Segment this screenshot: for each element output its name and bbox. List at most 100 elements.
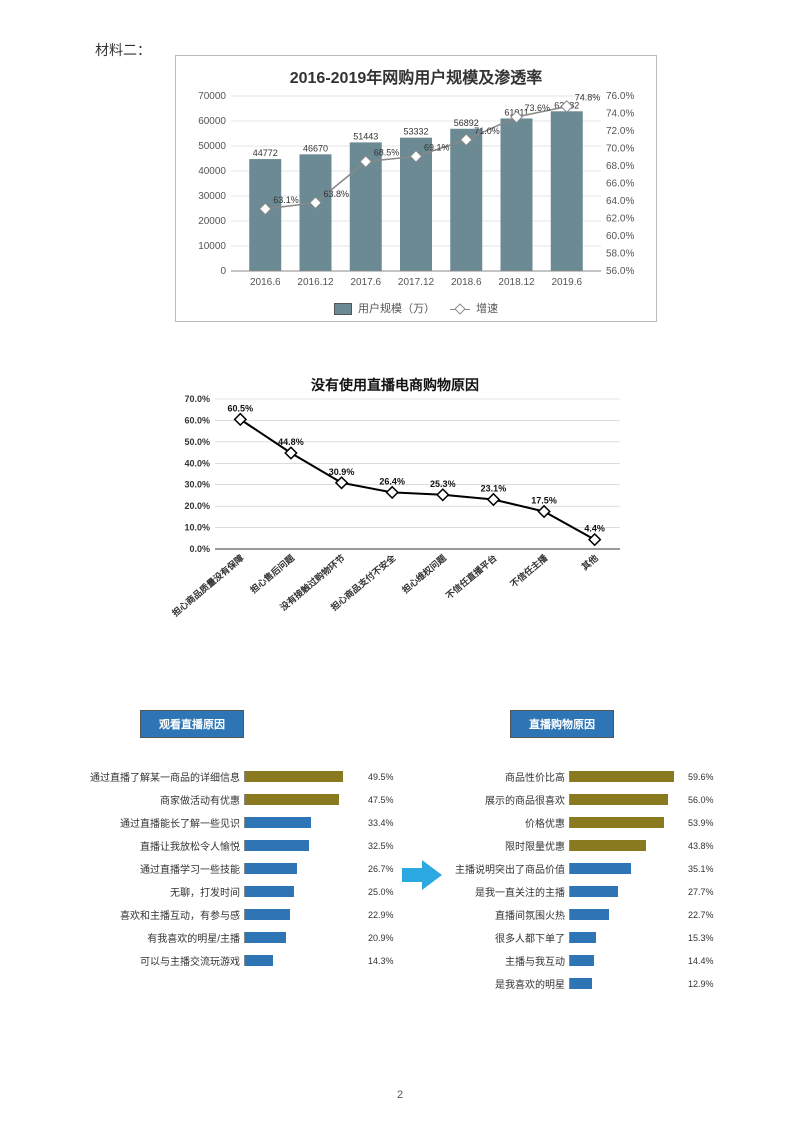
hbar-label: 可以与主播交流玩游戏	[90, 953, 244, 968]
svg-text:担心售后问题: 担心售后问题	[248, 551, 297, 595]
hbar-value: 35.1%	[684, 864, 714, 874]
svg-text:44.8%: 44.8%	[278, 437, 304, 447]
hbar-row: 主播说明突出了商品价值 35.1%	[455, 857, 714, 880]
hbar-value: 43.8%	[684, 841, 714, 851]
svg-text:4.4%: 4.4%	[584, 524, 605, 534]
svg-text:44772: 44772	[253, 148, 278, 158]
svg-text:70.0%: 70.0%	[606, 144, 634, 155]
svg-text:74.8%: 74.8%	[575, 93, 601, 103]
svg-text:50.0%: 50.0%	[184, 437, 210, 447]
hbar-label: 限时限量优惠	[455, 838, 569, 853]
chart3-container: 观看直播原因 直播购物原因 通过直播了解某一商品的详细信息49.5%商家做活动有…	[90, 710, 710, 1060]
hbar-label: 展示的商品很喜欢	[455, 792, 569, 807]
svg-text:10.0%: 10.0%	[184, 523, 210, 533]
hbar-row: 是我喜欢的明星 12.9%	[455, 972, 714, 995]
hbar-bar	[244, 794, 339, 805]
hbar-label: 通过直播能长了解一些见识	[90, 815, 244, 830]
hbar-bar	[569, 771, 674, 782]
hbar-value: 27.7%	[684, 887, 714, 897]
hbar-value: 15.3%	[684, 933, 714, 943]
hbar-row: 价格优惠 53.9%	[455, 811, 714, 834]
svg-text:66.0%: 66.0%	[606, 179, 634, 190]
hbar-row: 通过直播学习一些技能 26.7%	[90, 857, 394, 880]
svg-text:2019.6: 2019.6	[551, 277, 582, 288]
hbar-label: 直播让我放松令人愉悦	[90, 838, 244, 853]
hbar-row: 直播间氛围火热22.7%	[455, 903, 714, 926]
hbar-label: 喜欢和主播互动，有参与感	[90, 907, 244, 922]
hbar-row: 可以与主播交流玩游戏 14.3%	[90, 949, 394, 972]
hbar-label: 主播说明突出了商品价值	[455, 861, 569, 876]
svg-text:74.0%: 74.0%	[606, 109, 634, 120]
hbar-value: 47.5%	[364, 795, 394, 805]
hbar-row: 限时限量优惠 43.8%	[455, 834, 714, 857]
hbar-row: 很多人都下单了15.3%	[455, 926, 714, 949]
hbar-row: 无聊，打发时间25.0%	[90, 880, 394, 903]
svg-text:40000: 40000	[198, 166, 226, 177]
hbar-row: 通过直播能长了解一些见识 33.4%	[90, 811, 394, 834]
hbar-value: 14.4%	[684, 956, 714, 966]
chart3-right-bars: 商品性价比高59.6% 展示的商品很喜欢 56.0% 价格优惠 53.9% 限时限量优惠 4…	[455, 765, 714, 995]
chart1-legend-bar-label: 用户规模（万）	[358, 303, 435, 315]
svg-text:20000: 20000	[198, 216, 226, 227]
svg-text:30.0%: 30.0%	[184, 480, 210, 490]
material-header: 材料二：	[95, 40, 151, 60]
hbar-label: 通过直播学习一些技能	[90, 861, 244, 876]
hbar-bar	[244, 909, 290, 920]
hbar-label: 商品性价比高	[455, 769, 569, 784]
svg-text:68.5%: 68.5%	[374, 148, 400, 158]
svg-text:2017.6: 2017.6	[350, 277, 381, 288]
hbar-label: 主播与我互动	[455, 953, 569, 968]
hbar-label: 价格优惠	[455, 815, 569, 830]
svg-text:69.1%: 69.1%	[424, 142, 450, 152]
hbar-value: 33.4%	[364, 818, 394, 828]
svg-text:46670: 46670	[303, 143, 328, 153]
hbar-value: 20.9%	[364, 933, 394, 943]
hbar-value: 25.0%	[364, 887, 394, 897]
hbar-label: 通过直播了解某一商品的详细信息	[90, 769, 244, 784]
hbar-bar	[244, 932, 286, 943]
hbar-row: 商家做活动有优惠47.5%	[90, 788, 394, 811]
hbar-bar	[569, 978, 592, 989]
svg-text:71.0%: 71.0%	[474, 126, 500, 136]
hbar-value: 26.7%	[364, 864, 394, 874]
hbar-value: 12.9%	[684, 979, 714, 989]
svg-text:53332: 53332	[403, 127, 428, 137]
hbar-value: 56.0%	[684, 795, 714, 805]
svg-text:64.0%: 64.0%	[606, 196, 634, 207]
hbar-bar	[244, 863, 297, 874]
hbar-bar	[569, 840, 646, 851]
hbar-bar	[569, 794, 668, 805]
hbar-row: 主播与我互动 14.4%	[455, 949, 714, 972]
svg-text:56.0%: 56.0%	[606, 266, 634, 277]
hbar-bar	[569, 886, 618, 897]
hbar-bar	[569, 909, 609, 920]
hbar-bar	[244, 771, 343, 782]
chart1-legend-bar-swatch	[334, 303, 352, 315]
hbar-value: 53.9%	[684, 818, 714, 828]
hbar-bar	[569, 932, 596, 943]
hbar-label: 是我一直关注的主播	[455, 884, 569, 899]
hbar-row: 商品性价比高59.6%	[455, 765, 714, 788]
svg-text:30.9%: 30.9%	[329, 467, 355, 477]
svg-text:70.0%: 70.0%	[184, 394, 210, 404]
svg-text:23.1%: 23.1%	[481, 484, 507, 494]
svg-text:50000: 50000	[198, 141, 226, 152]
hbar-label: 是我喜欢的明星	[455, 976, 569, 991]
svg-text:40.0%: 40.0%	[184, 458, 210, 468]
svg-text:2018.6: 2018.6	[451, 277, 482, 288]
chart1-legend: 用户规模（万） 增速	[176, 300, 656, 316]
svg-text:10000: 10000	[198, 241, 226, 252]
hbar-value: 14.3%	[364, 956, 394, 966]
chart2-container: 没有使用直播电商购物原因 0.0%10.0%20.0%30.0%40.0%50.…	[155, 375, 635, 645]
hbar-label: 有我喜欢的明星/主播	[90, 930, 244, 945]
hbar-bar	[569, 955, 594, 966]
chart3-right-header-wrap: 直播购物原因	[510, 710, 614, 738]
svg-text:58.0%: 58.0%	[606, 249, 634, 260]
chart1-plot: 01000020000300004000050000600007000056.0…	[231, 96, 601, 271]
svg-text:63.1%: 63.1%	[273, 195, 299, 205]
svg-text:62.0%: 62.0%	[606, 214, 634, 225]
svg-text:2016.6: 2016.6	[250, 277, 281, 288]
svg-text:2017.12: 2017.12	[398, 277, 435, 288]
svg-text:其他: 其他	[579, 552, 600, 572]
arrow-icon	[402, 860, 442, 890]
